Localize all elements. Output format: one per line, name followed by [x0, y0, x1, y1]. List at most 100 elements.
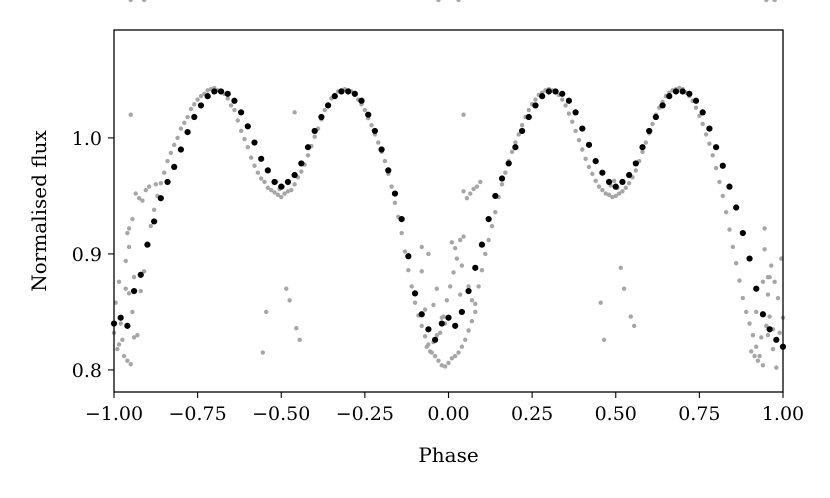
- x-tick-label: −1.00: [85, 403, 143, 425]
- binned-data-point: [532, 102, 539, 109]
- raw-data-points: [111, 0, 786, 370]
- binned-data-point: [545, 88, 552, 95]
- binned-data-point: [177, 146, 184, 153]
- raw-data-point: [406, 267, 411, 273]
- binned-data-point: [298, 160, 305, 167]
- x-tick-label: 0.50: [595, 403, 637, 425]
- y-axis-ticks: 0.8 0.9 1.0: [72, 128, 114, 382]
- binned-data-point: [599, 169, 606, 176]
- binned-data-point: [204, 93, 211, 100]
- binned-data-point: [572, 109, 579, 116]
- raw-data-point: [289, 187, 294, 193]
- raw-data-point: [580, 147, 585, 152]
- raw-data-point: [469, 298, 475, 303]
- raw-data-point: [486, 237, 491, 243]
- binned-data-point: [438, 320, 445, 327]
- raw-data-point: [464, 196, 470, 201]
- raw-data-point: [382, 158, 388, 164]
- binned-data-point: [130, 287, 138, 295]
- binned-data-point: [592, 158, 599, 165]
- binned-data-point: [304, 144, 312, 151]
- binned-data-point: [692, 97, 700, 104]
- binned-data-point: [626, 171, 633, 179]
- binned-data-point: [672, 88, 680, 95]
- raw-data-point: [447, 284, 453, 289]
- binned-data-point: [465, 287, 472, 295]
- raw-data-point: [757, 353, 762, 359]
- raw-data-point: [466, 284, 471, 289]
- x-axis-ticks: −1.00 −0.75 −0.50 −0.25 0.00 0.25 0.50 0.75 1.00: [85, 392, 804, 425]
- raw-data-point: [606, 192, 612, 197]
- raw-data-point: [730, 244, 736, 250]
- raw-data-point: [764, 0, 769, 3]
- binned-data-point: [759, 311, 767, 318]
- binned-data-point: [733, 204, 740, 211]
- binned-data-point: [124, 322, 131, 329]
- raw-data-point: [710, 153, 715, 158]
- raw-data-point: [419, 269, 424, 274]
- binned-data-point: [318, 113, 325, 121]
- raw-data-point: [650, 121, 655, 127]
- binned-data-point: [539, 93, 546, 100]
- raw-data-point: [172, 142, 177, 148]
- raw-data-point: [148, 223, 153, 229]
- raw-data-point: [255, 170, 261, 175]
- raw-data-point: [610, 194, 615, 200]
- raw-data-point: [432, 353, 438, 359]
- raw-data-point: [767, 314, 772, 319]
- binned-data-point: [746, 255, 753, 262]
- raw-data-point: [713, 165, 719, 171]
- binned-data-point: [191, 113, 198, 121]
- raw-data-point: [165, 158, 170, 164]
- raw-data-point: [272, 190, 277, 195]
- raw-data-point: [228, 103, 234, 108]
- raw-data-point: [305, 153, 311, 158]
- binned-data-point: [211, 88, 218, 95]
- raw-data-point: [235, 118, 240, 123]
- binned-data-point: [773, 336, 780, 343]
- raw-data-point: [452, 353, 458, 359]
- raw-data-point: [452, 245, 458, 251]
- raw-data-point: [509, 149, 515, 155]
- raw-data-point: [294, 325, 299, 331]
- raw-data-point: [232, 107, 237, 113]
- raw-data-point: [720, 193, 725, 199]
- raw-data-point: [476, 284, 481, 289]
- binned-data-point: [251, 139, 258, 146]
- raw-data-point: [526, 107, 531, 113]
- binned-data-point: [338, 88, 345, 95]
- binned-data-point: [585, 141, 593, 148]
- raw-data-point: [600, 187, 605, 193]
- raw-data-point: [456, 350, 461, 355]
- raw-data-point: [128, 361, 133, 367]
- raw-data-point: [125, 230, 130, 236]
- binned-data-point: [157, 195, 164, 202]
- raw-data-point: [409, 284, 414, 289]
- raw-data-point: [474, 184, 480, 189]
- raw-data-point: [499, 182, 505, 187]
- raw-data-point: [618, 265, 623, 271]
- binned-data-point: [492, 192, 499, 200]
- raw-data-point: [133, 191, 138, 196]
- raw-data-point: [192, 102, 197, 107]
- binned-data-point: [425, 326, 432, 333]
- raw-data-point: [466, 328, 471, 333]
- raw-data-point: [697, 113, 702, 119]
- raw-data-point: [468, 191, 473, 196]
- raw-data-point: [175, 135, 180, 141]
- binned-data-point: [217, 88, 225, 95]
- raw-data-point: [158, 180, 164, 186]
- raw-data-point: [519, 122, 525, 128]
- raw-data-point: [136, 196, 142, 201]
- binned-data-point: [766, 326, 773, 333]
- raw-data-point: [772, 279, 777, 284]
- raw-data-point: [693, 105, 699, 110]
- raw-data-point: [128, 0, 133, 3]
- raw-data-point: [449, 240, 455, 245]
- binned-data-point: [498, 175, 506, 182]
- raw-data-point: [469, 319, 475, 324]
- binned-data-point: [679, 88, 686, 95]
- raw-data-point: [737, 278, 742, 283]
- raw-data-point: [422, 334, 428, 339]
- raw-data-point: [436, 0, 441, 3]
